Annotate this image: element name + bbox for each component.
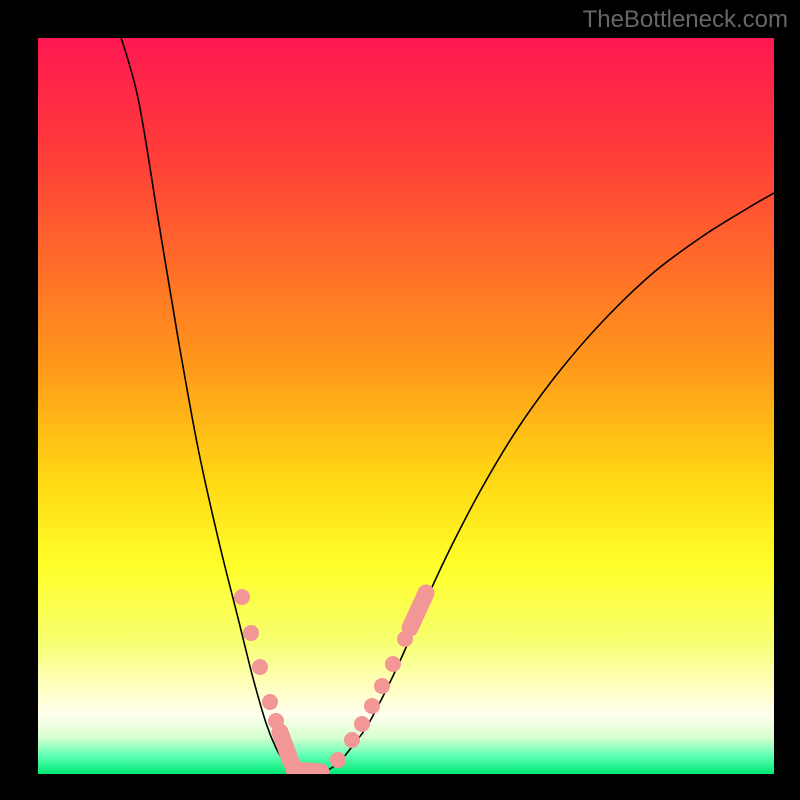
watermark-text: TheBottleneck.com (583, 6, 788, 34)
marker-dot (354, 716, 370, 732)
marker-dot (234, 589, 250, 605)
marker-dot (364, 698, 380, 714)
marker-dot (374, 678, 390, 694)
marker-dot (330, 752, 346, 768)
bottleneck-chart (38, 38, 774, 774)
marker-dot (262, 694, 278, 710)
marker-capsule (280, 732, 291, 762)
chart-background (38, 38, 774, 774)
marker-dot (344, 732, 360, 748)
marker-capsule (294, 770, 321, 772)
marker-dot (385, 656, 401, 672)
marker-dot (243, 625, 259, 641)
marker-dot (252, 659, 268, 675)
